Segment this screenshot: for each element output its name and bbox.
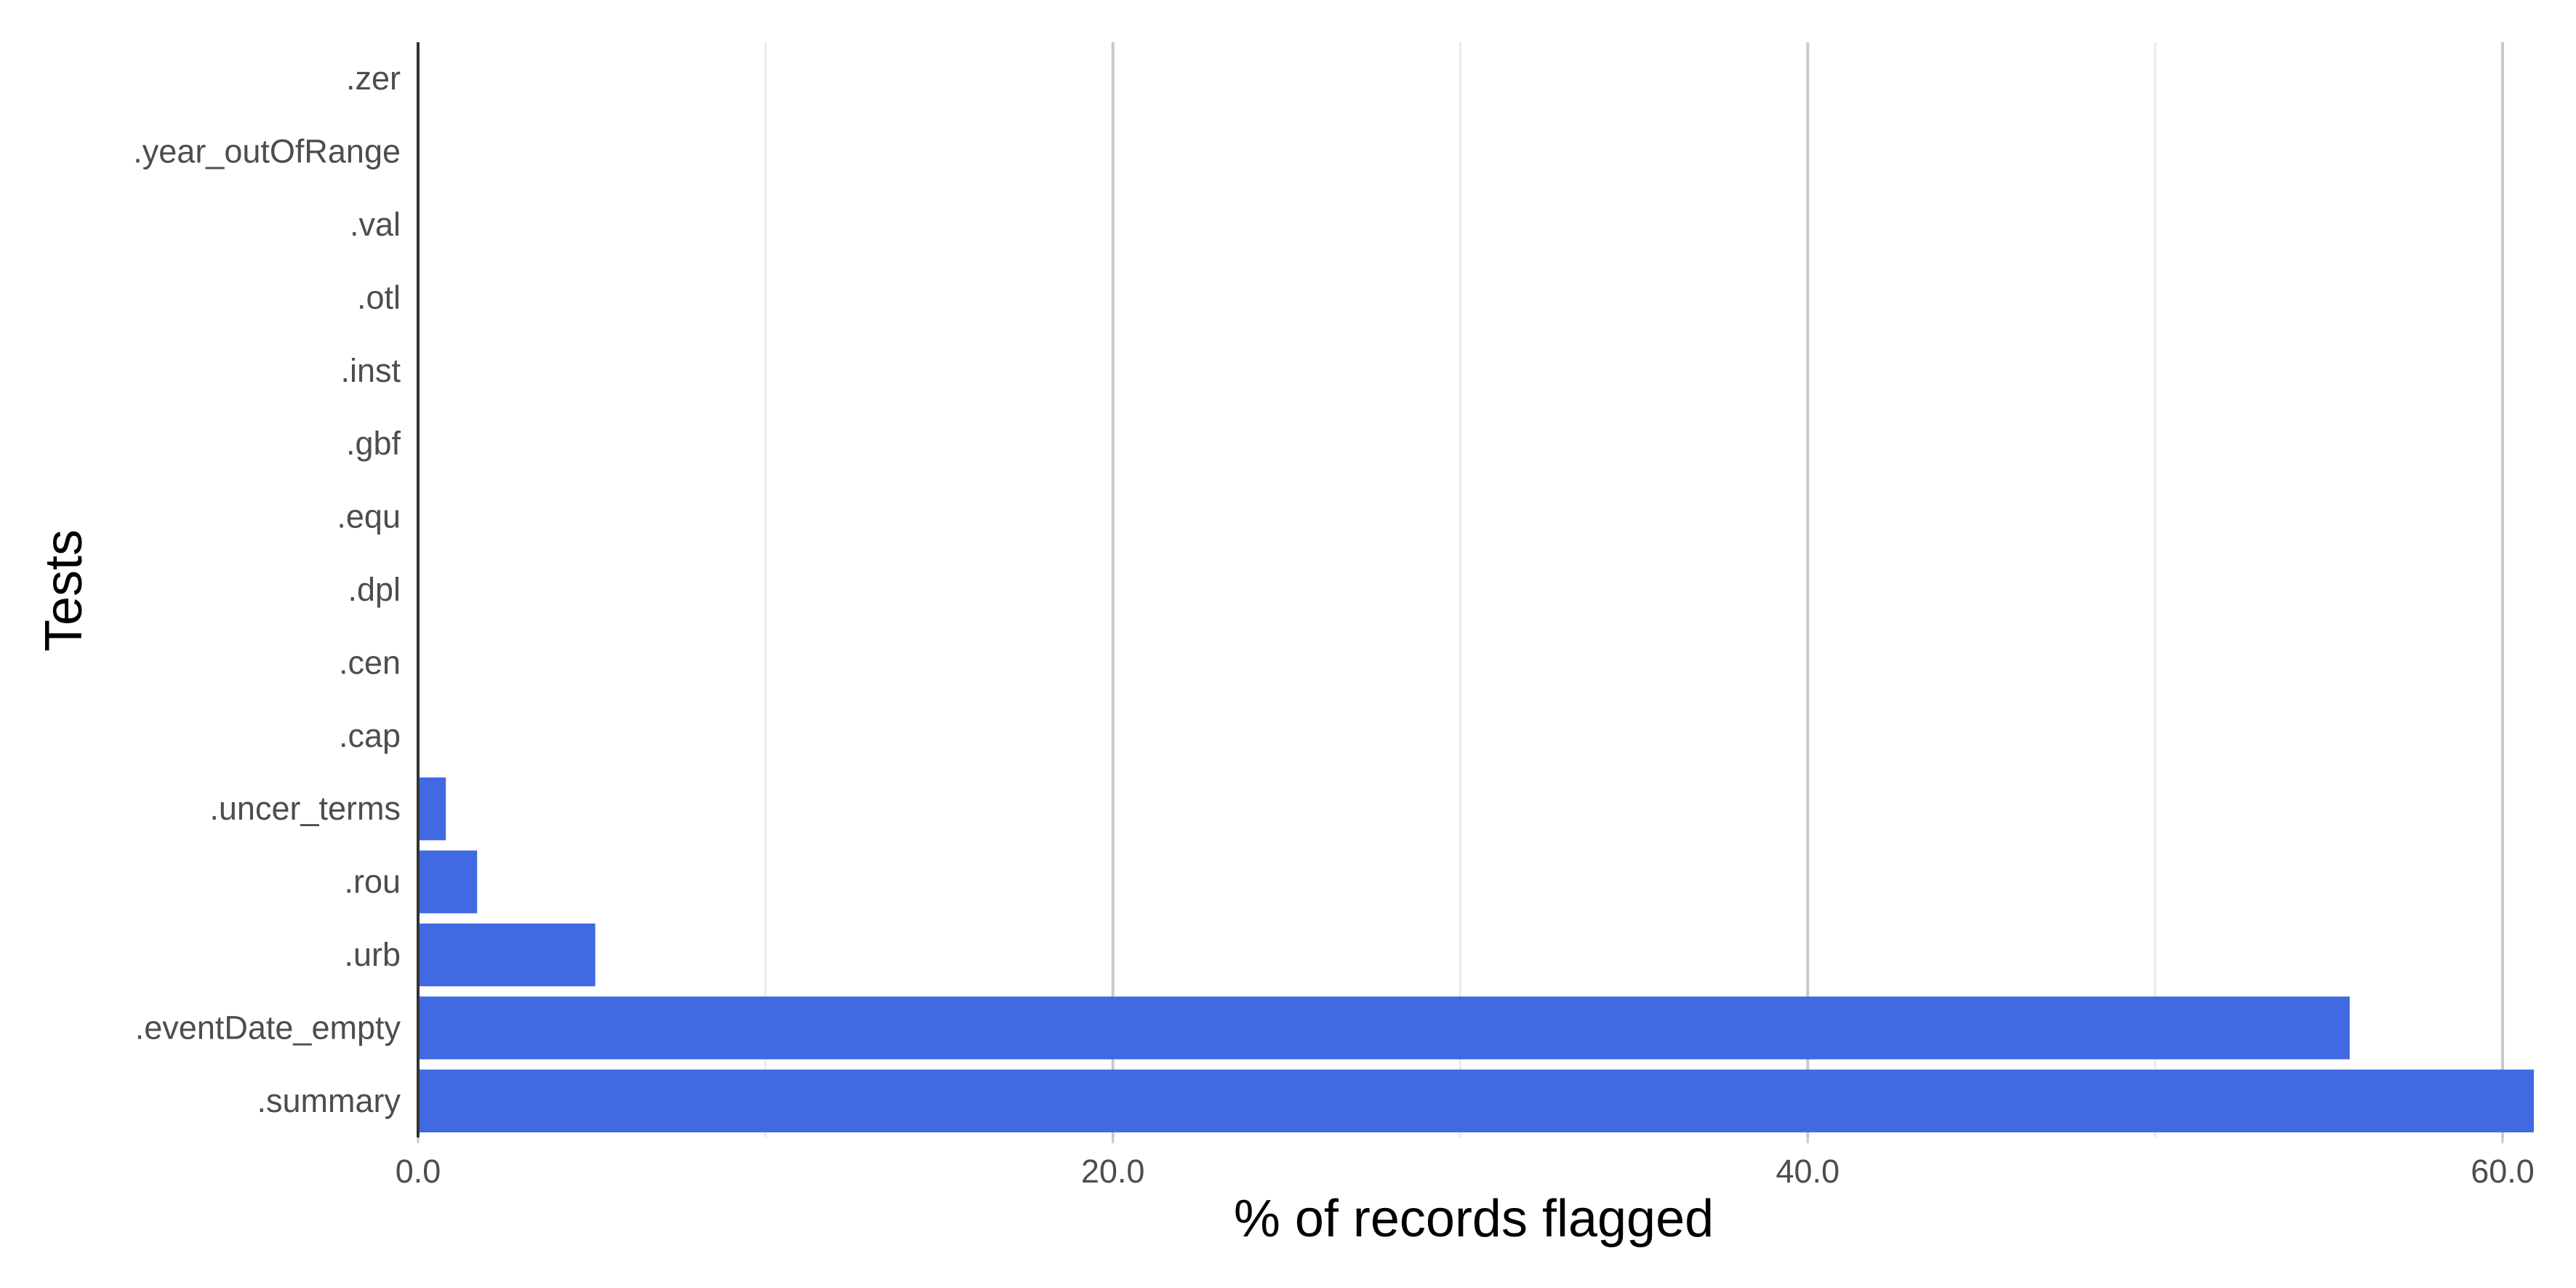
y-tick-label: .equ [337,498,401,535]
bar-layer [418,777,2534,1132]
bar [418,850,478,913]
y-tick-label: .val [350,206,401,243]
x-tick-label: 20.0 [1081,1153,1145,1190]
y-tick-label: .gbf [346,425,401,462]
y-tick-label: .cen [339,644,401,681]
y-tick-label: .zer [346,60,401,97]
y-tick-label: .urb [344,936,401,973]
bar [418,1069,2534,1132]
x-tick-label: 40.0 [1776,1153,1840,1190]
y-tick-label: .cap [339,717,401,754]
x-tick-label: 0.0 [396,1153,441,1190]
grid-layer [764,42,2504,1137]
y-tick-label: .eventDate_empty [135,1009,401,1046]
x-axis-title: % of records flagged [1234,1190,1714,1248]
axis-layer [417,42,2504,1143]
y-tick-label: .dpl [348,571,401,608]
y-axis-title: Tests [35,529,93,652]
label-layer: .zer .year_outOfRange .val .otl .inst .gbf .eq… [133,60,2535,1190]
y-tick-label: .summary [257,1082,401,1119]
bar [418,777,446,841]
y-tick-label: .uncer_terms [209,790,401,827]
bar [418,923,595,987]
y-tick-label: .inst [340,352,401,389]
y-tick-label: .year_outOfRange [133,133,401,170]
y-tick-label: .otl [357,279,401,316]
bar [418,996,2350,1060]
y-tick-label: .rou [344,863,401,900]
x-tick-label: 60.0 [2471,1153,2535,1190]
